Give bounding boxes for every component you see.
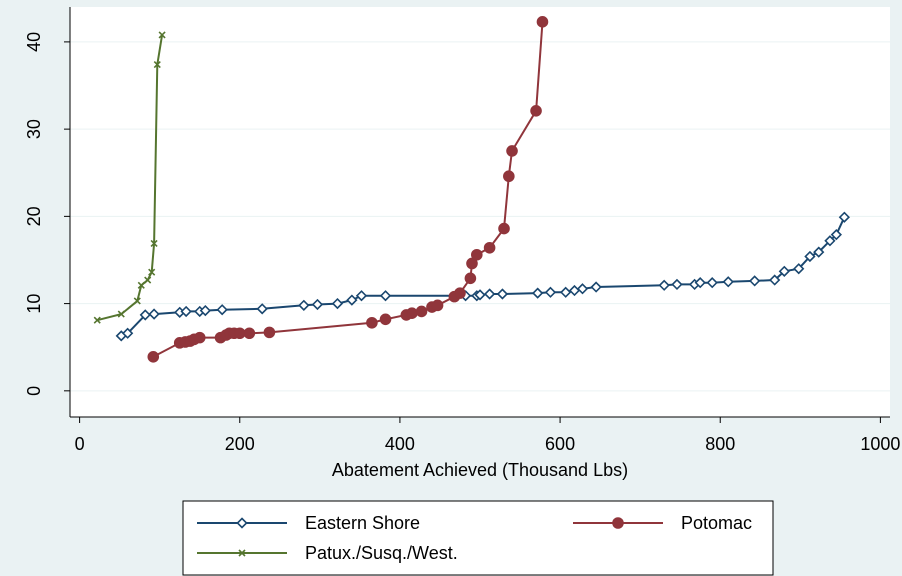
data-point-eastern-shore-3 [148, 308, 160, 320]
plot-area [70, 7, 890, 417]
data-point-eastern-shore-36 [793, 263, 805, 275]
data-point-eastern-shore-13 [346, 294, 358, 306]
data-point-potomac-12 [263, 326, 276, 339]
data-point-patux-susq-west-3 [137, 281, 145, 289]
x-tick-label-0: 0 [75, 434, 85, 454]
data-point-eastern-shore-38 [813, 246, 825, 258]
data-point-potomac-11 [243, 327, 256, 340]
data-point-patux-susq-west-7 [153, 61, 161, 69]
data-point-potomac-28 [506, 145, 518, 157]
data-point-eastern-shore-10 [298, 299, 310, 311]
data-point-patux-susq-west-8 [158, 31, 166, 39]
x-tick-label-400: 400 [385, 434, 415, 454]
y-tick-label-30: 30 [24, 119, 44, 139]
data-point-eastern-shore-28 [671, 278, 683, 291]
series-patux-susq-west [93, 31, 166, 324]
data-point-potomac-10 [233, 327, 246, 340]
data-point-potomac-19 [431, 299, 444, 312]
data-point-eastern-shore-22 [544, 286, 557, 298]
legend-label-patux-susq-west: Patux./Susq./West. [305, 543, 458, 563]
x-tick-label-1000: 1000 [860, 434, 900, 454]
data-point-eastern-shore-5 [180, 305, 192, 318]
data-point-eastern-shore-30 [694, 277, 706, 289]
data-point-eastern-shore-19 [483, 288, 496, 300]
data-point-potomac-17 [415, 305, 428, 318]
data-point-eastern-shore-32 [722, 276, 734, 288]
data-point-potomac-24 [470, 248, 483, 261]
data-point-patux-susq-west-1 [117, 310, 125, 318]
data-point-potomac-22 [464, 272, 477, 285]
data-point-eastern-shore-11 [311, 298, 324, 311]
legend-box [182, 500, 774, 576]
legend-marker-potomac [612, 517, 624, 529]
legend-item-patux-susq-west: Patux./Susq./West. [197, 543, 458, 563]
data-point-eastern-shore-2 [139, 309, 151, 321]
legend-marker-eastern-shore [236, 517, 248, 529]
data-point-eastern-shore-31 [706, 277, 718, 289]
data-point-eastern-shore-21 [532, 287, 544, 299]
legend-items: Eastern Shore Potomac Patux./Susq./West. [197, 513, 752, 563]
data-point-eastern-shore-7 [199, 304, 211, 317]
data-point-eastern-shore-15 [379, 290, 392, 302]
data-point-eastern-shore-23 [560, 286, 572, 298]
y-tick-label-0: 0 [24, 386, 44, 396]
series-potomac [147, 16, 549, 363]
data-point-eastern-shore-37 [804, 250, 816, 263]
data-point-eastern-shore-25 [576, 283, 589, 295]
legend: Eastern Shore Potomac Patux./Susq./West. [182, 500, 774, 576]
data-point-eastern-shore-34 [769, 274, 781, 286]
data-point-potomac-5 [193, 331, 206, 344]
x-tick-label-800: 800 [705, 434, 735, 454]
data-point-eastern-shore-26 [590, 281, 602, 293]
data-point-potomac-14 [379, 313, 392, 326]
x-axis-title: Abatement Achieved (Thousand Lbs) [332, 460, 628, 480]
series-layer [93, 16, 850, 363]
data-point-patux-susq-west-5 [148, 268, 156, 276]
data-point-potomac-25 [483, 241, 496, 254]
data-point-potomac-29 [530, 105, 542, 117]
series-eastern-shore [115, 211, 850, 342]
y-tick-label-40: 40 [24, 32, 44, 52]
legend-item-eastern-shore: Eastern Shore [197, 513, 420, 533]
y-tick-label-10: 10 [24, 294, 44, 314]
data-point-eastern-shore-12 [331, 297, 344, 310]
data-point-potomac-27 [503, 170, 515, 183]
data-point-potomac-16 [406, 307, 418, 319]
x-tick-label-600: 600 [545, 434, 575, 454]
data-point-patux-susq-west-2 [133, 297, 141, 305]
y-tick-label-20: 20 [24, 206, 44, 226]
legend-item-potomac: Potomac [573, 513, 752, 533]
data-point-patux-susq-west-6 [150, 239, 158, 247]
x-tick-label-200: 200 [225, 434, 255, 454]
data-point-eastern-shore-14 [355, 290, 368, 302]
axes [69, 7, 890, 418]
data-point-potomac-21 [454, 287, 466, 299]
data-point-eastern-shore-8 [216, 304, 228, 316]
legend-label-potomac: Potomac [681, 513, 752, 533]
legend-marker-patux-susq-west [238, 549, 246, 557]
data-point-potomac-0 [147, 351, 160, 363]
data-point-eastern-shore-9 [256, 303, 268, 315]
data-point-eastern-shore-35 [778, 265, 790, 277]
data-point-eastern-shore-20 [496, 288, 509, 300]
data-point-potomac-23 [466, 257, 478, 270]
data-point-potomac-13 [366, 316, 378, 329]
data-point-eastern-shore-41 [838, 211, 850, 223]
data-point-eastern-shore-1 [122, 327, 134, 339]
data-point-eastern-shore-33 [749, 275, 761, 287]
legend-label-eastern-shore: Eastern Shore [305, 513, 420, 533]
data-point-eastern-shore-39 [824, 235, 836, 247]
data-point-eastern-shore-27 [658, 279, 670, 291]
data-point-eastern-shore-18 [474, 289, 486, 301]
data-point-potomac-26 [498, 222, 510, 235]
data-point-potomac-30 [536, 16, 549, 28]
data-point-patux-susq-west-4 [144, 276, 152, 284]
gridlines [70, 41, 890, 392]
data-point-patux-susq-west-0 [93, 316, 101, 324]
data-point-eastern-shore-40 [830, 229, 842, 241]
